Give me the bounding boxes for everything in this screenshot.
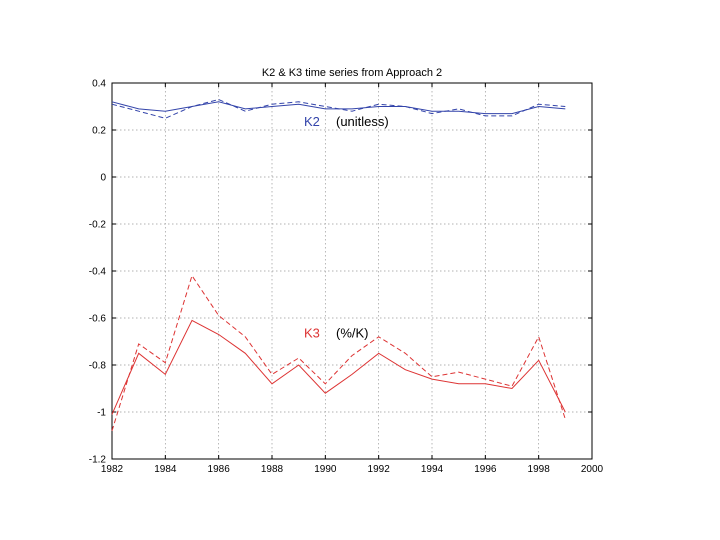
x-tick-label: 1994 [421,464,444,475]
x-tick-label: 1992 [368,464,391,475]
x-tick-label: 1986 [208,464,231,475]
annotation-label: (unitless) [336,114,389,129]
series-lines [111,98,566,431]
y-tick-label: -1 [97,408,106,419]
x-tick-label: 1988 [261,464,284,475]
y-tick-label: 0.4 [92,79,106,90]
series-line-2 [111,98,566,119]
y-tick-label: -1.2 [89,455,107,466]
axis-ticks: 1982 1984 1986 1988 1990 1992 1994 1996 1998 2000… [89,79,604,476]
y-tick-label: 0 [100,173,106,184]
chart-title: K2 & K3 time series from Approach 2 [262,67,442,79]
series-line-1 [111,101,566,115]
annotations: K2 (unitless) K3 (%/K) [304,114,389,340]
x-tick-label: 1982 [101,464,124,475]
y-tick-label: -0.2 [89,220,107,231]
annotation-label: K3 [304,325,320,340]
y-tick-label: -0.4 [89,267,107,278]
x-tick-label: 1998 [528,464,551,475]
series-line-4 [111,274,566,431]
y-tick-label: 0.2 [92,126,106,137]
grid [111,82,593,460]
x-tick-label: 1996 [474,464,497,475]
series-line-3 [111,319,566,415]
annotation-label: K2 [304,114,320,129]
x-tick-label: 1984 [154,464,177,475]
annotation-label: (%/K) [336,325,369,340]
x-tick-label: 2000 [581,464,604,475]
y-tick-label: -0.8 [89,361,107,372]
y-tick-label: -0.6 [89,314,107,325]
x-tick-label: 1990 [314,464,337,475]
